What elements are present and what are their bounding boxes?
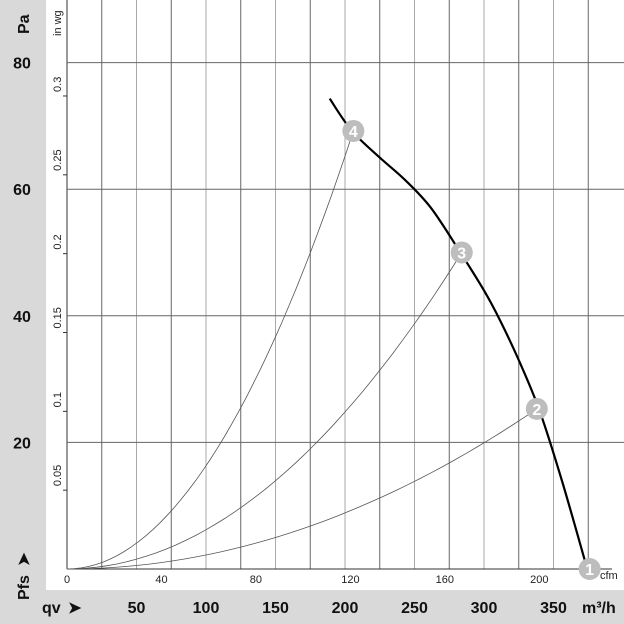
x-tick-label-cfm: 0	[64, 574, 70, 586]
x-tick-label-cfm: 200	[530, 574, 548, 586]
y-tick-label-pa: 20	[13, 435, 31, 452]
y-tick-label-inwg: 0.2	[52, 234, 64, 249]
x-tick-label-m3h: 50	[128, 600, 146, 617]
x-tick-label-cfm: 120	[341, 574, 359, 586]
x-tick-label-cfm: 40	[155, 574, 167, 586]
operating-point-marker	[450, 241, 473, 264]
y-tick-label-inwg: 0.1	[52, 392, 64, 407]
x-tick-label-cfm: 160	[436, 574, 454, 586]
operating-point-marker	[578, 558, 601, 580]
y-tick-label-inwg: 0.3	[52, 77, 64, 92]
y-tick-label-pa: 80	[13, 56, 31, 73]
operating-point-marker	[525, 397, 548, 420]
x-unit-cfm: cfm	[600, 570, 618, 582]
x-tick-label-m3h: 100	[193, 600, 220, 617]
y-axis-label: Pfs	[16, 575, 33, 600]
y-unit-pa: Pa	[16, 14, 33, 34]
operating-point-label: 4	[349, 124, 358, 141]
x-tick-label-cfm: 80	[250, 574, 262, 586]
system-curve-3	[66, 252, 463, 570]
operating-point-marker	[342, 119, 365, 142]
x-tick-label-m3h: 350	[540, 600, 567, 617]
y-tick-label-pa: 40	[13, 309, 31, 326]
x-arrow-icon: ➤	[68, 600, 82, 617]
system-curve-4	[66, 130, 354, 570]
y-tick-label-pa: 60	[13, 182, 31, 199]
operating-point-label: 2	[532, 402, 541, 419]
x-unit-m3h: m³/h	[582, 600, 616, 617]
y-tick-label-inwg: 0.05	[52, 465, 64, 486]
system-curve-2	[66, 408, 538, 570]
y-arrow-icon: ➤	[16, 552, 33, 566]
left-band	[0, 0, 46, 624]
bottom-band	[0, 590, 624, 624]
x-axis-label: qv	[42, 600, 61, 617]
x-tick-label-m3h: 200	[332, 600, 359, 617]
operating-point-label: 1	[585, 562, 594, 579]
x-tick-label-m3h: 250	[401, 600, 428, 617]
y-tick-label-inwg: 0.25	[52, 149, 64, 170]
fan-curve	[328, 98, 587, 563]
y-unit-inwg: in wg	[52, 10, 64, 36]
y-tick-label-inwg: 0.15	[52, 307, 64, 328]
x-tick-label-m3h: 150	[262, 600, 289, 617]
x-tick-label-m3h: 300	[471, 600, 498, 617]
operating-point-label: 3	[457, 246, 466, 263]
